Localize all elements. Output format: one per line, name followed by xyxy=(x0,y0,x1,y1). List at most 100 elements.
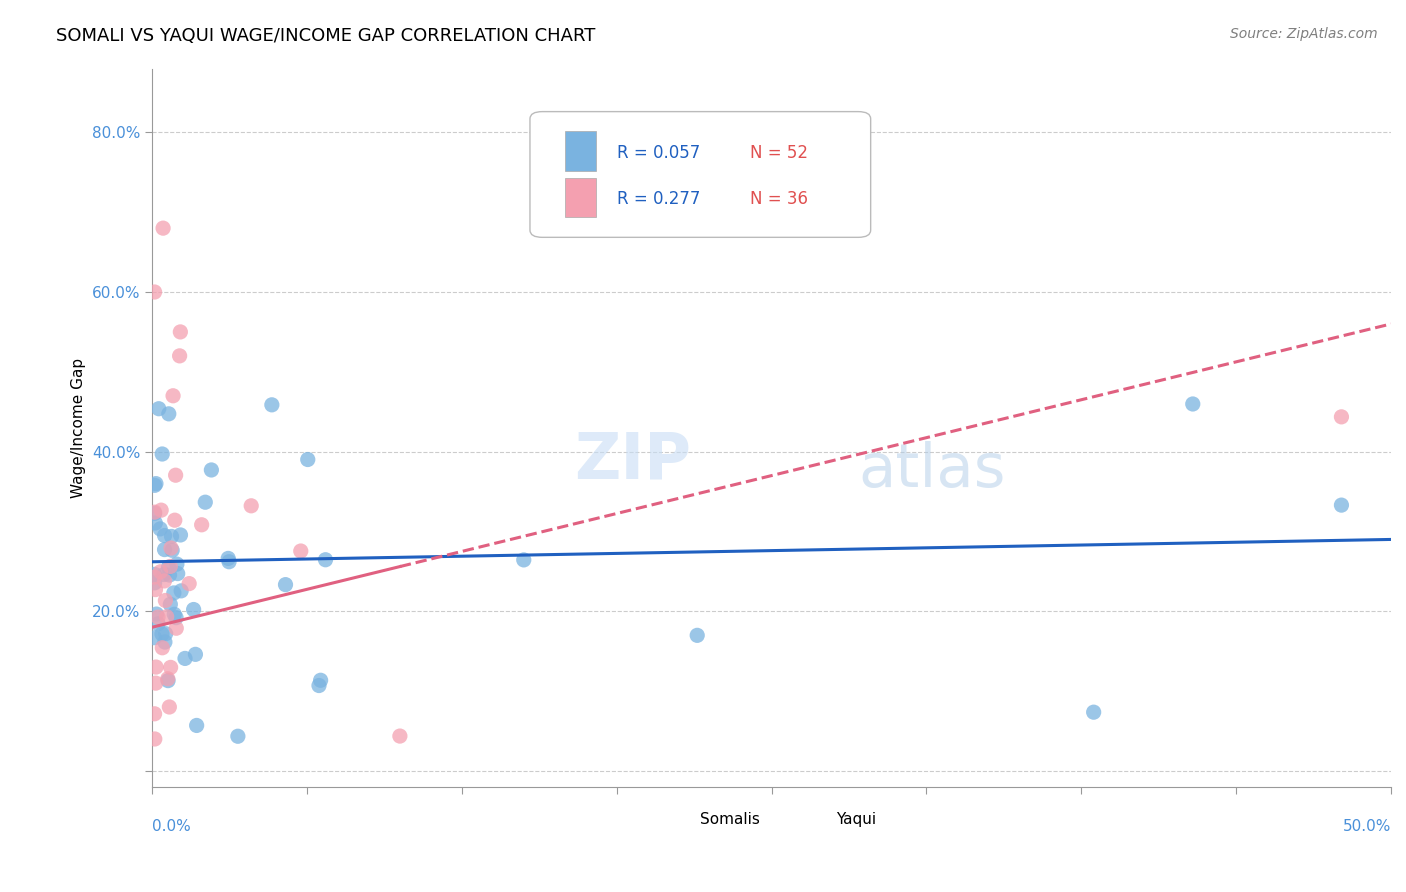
Point xyxy=(169,349,191,363)
Point xyxy=(165,468,187,483)
Point xyxy=(159,559,181,574)
Point xyxy=(166,566,188,581)
Point xyxy=(143,505,166,519)
Point xyxy=(143,731,166,746)
Point xyxy=(157,560,180,574)
Point xyxy=(217,551,239,566)
Point xyxy=(157,700,180,714)
Point xyxy=(149,565,172,579)
Text: atlas: atlas xyxy=(858,442,1005,500)
Point xyxy=(153,574,176,588)
Point xyxy=(388,729,411,743)
Point xyxy=(153,542,176,557)
Point xyxy=(145,476,167,491)
Point xyxy=(160,529,183,543)
Point xyxy=(194,495,217,509)
Text: R = 0.057: R = 0.057 xyxy=(617,144,700,161)
Point xyxy=(150,503,173,517)
FancyBboxPatch shape xyxy=(654,808,689,831)
Point xyxy=(148,401,170,416)
Point xyxy=(160,543,183,558)
Point xyxy=(163,607,186,622)
Point xyxy=(1330,409,1353,424)
Point xyxy=(190,517,212,532)
Point xyxy=(179,576,201,591)
Y-axis label: Wage/Income Gap: Wage/Income Gap xyxy=(72,358,86,498)
Point xyxy=(143,570,166,584)
Point xyxy=(153,567,176,582)
FancyBboxPatch shape xyxy=(565,131,596,170)
Text: R = 0.277: R = 0.277 xyxy=(617,190,700,208)
Text: 0.0%: 0.0% xyxy=(152,819,191,834)
Point xyxy=(160,541,183,555)
FancyBboxPatch shape xyxy=(565,178,596,218)
Text: N = 52: N = 52 xyxy=(751,144,808,161)
Point xyxy=(159,568,181,582)
Point xyxy=(169,528,191,542)
Point xyxy=(146,616,169,631)
Text: Somalis: Somalis xyxy=(700,813,759,828)
Point xyxy=(274,577,297,591)
Point xyxy=(200,463,222,477)
Point xyxy=(153,635,176,649)
Point xyxy=(159,598,181,612)
Point xyxy=(145,660,167,674)
Text: ZIP: ZIP xyxy=(574,429,690,491)
Point xyxy=(143,631,166,645)
Point xyxy=(145,676,167,690)
Point xyxy=(162,389,184,403)
Point xyxy=(1083,705,1105,719)
Point xyxy=(143,706,166,721)
Point xyxy=(157,407,180,421)
Point xyxy=(163,513,186,527)
Point xyxy=(150,447,173,461)
Point xyxy=(163,586,186,600)
Point xyxy=(174,651,197,665)
Point xyxy=(143,478,166,492)
Text: SOMALI VS YAQUI WAGE/INCOME GAP CORRELATION CHART: SOMALI VS YAQUI WAGE/INCOME GAP CORRELAT… xyxy=(56,27,596,45)
Point xyxy=(149,522,172,536)
FancyBboxPatch shape xyxy=(790,808,825,831)
Point xyxy=(156,672,179,686)
Point xyxy=(146,610,169,624)
Point xyxy=(165,610,187,624)
Point xyxy=(150,627,173,641)
Point xyxy=(156,609,179,624)
Point xyxy=(290,544,312,558)
Point xyxy=(145,607,167,621)
Point xyxy=(1330,498,1353,512)
Text: 50.0%: 50.0% xyxy=(1343,819,1391,834)
Point xyxy=(153,528,176,542)
Point xyxy=(152,221,174,235)
Point xyxy=(308,679,330,693)
Point xyxy=(183,602,205,616)
Point xyxy=(155,626,177,640)
Point xyxy=(143,575,166,590)
Point xyxy=(170,583,193,598)
Point xyxy=(150,640,173,655)
Point xyxy=(1181,397,1204,411)
Point xyxy=(166,557,188,571)
Text: Source: ZipAtlas.com: Source: ZipAtlas.com xyxy=(1230,27,1378,41)
Point xyxy=(309,673,332,688)
Point xyxy=(143,285,166,299)
FancyBboxPatch shape xyxy=(530,112,870,237)
Point xyxy=(143,567,166,582)
Point xyxy=(169,325,191,339)
Point xyxy=(157,673,180,688)
Point xyxy=(184,648,207,662)
Text: Yaqui: Yaqui xyxy=(837,813,876,828)
Point xyxy=(145,582,167,597)
Point xyxy=(297,452,319,467)
Point xyxy=(315,553,337,567)
Text: N = 36: N = 36 xyxy=(751,190,808,208)
Point xyxy=(143,516,166,530)
Point xyxy=(143,506,166,520)
Point xyxy=(226,729,249,743)
Point xyxy=(240,499,263,513)
Point xyxy=(260,398,283,412)
Point xyxy=(155,593,177,607)
Point xyxy=(218,555,240,569)
Point xyxy=(186,718,208,732)
Point xyxy=(165,621,187,635)
